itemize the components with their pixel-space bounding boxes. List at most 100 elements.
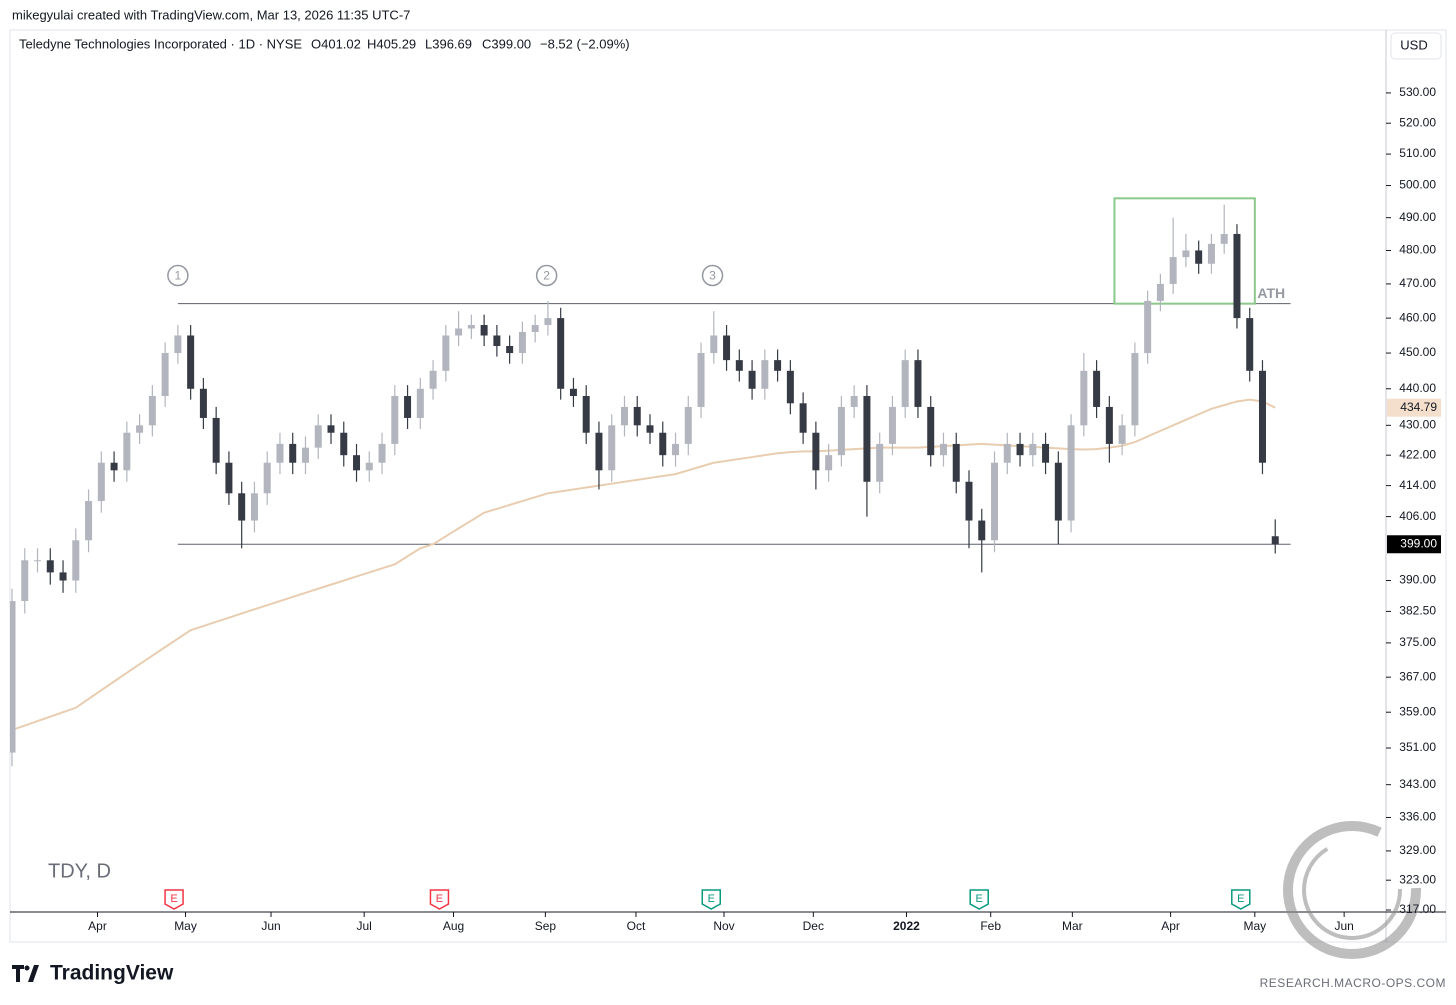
y-tick-label: 450.00 (1399, 345, 1436, 359)
candle-body (786, 370, 794, 404)
marker-circle (535, 264, 558, 287)
candle-body (710, 335, 718, 354)
y-tick-label: 367.00 (1399, 669, 1436, 683)
y-tick-label: 375.00 (1399, 635, 1436, 649)
y-tick-label: 500.00 (1399, 178, 1436, 192)
instrument: Teledyne Technologies Incorporated · 1D … (19, 36, 302, 51)
candle-body (391, 396, 399, 444)
y-tick-label: 510.00 (1399, 146, 1436, 160)
candle-body (378, 443, 386, 463)
x-tick-label: Oct (627, 919, 646, 933)
price-tag-label: 399.00 (1400, 536, 1437, 550)
y-tick-label: 520.00 (1399, 115, 1436, 129)
x-tick-label: May (174, 919, 197, 933)
brand-logo (12, 965, 39, 982)
y-tick-label: 382.50 (1399, 604, 1436, 618)
earnings-marker (164, 889, 184, 910)
price-tag-label: 434.79 (1400, 400, 1437, 414)
earnings-label: E (708, 893, 715, 905)
ohlc-high: H405.29 (367, 36, 416, 51)
candle-body (340, 432, 348, 456)
candle-body (225, 462, 233, 494)
candle-body (46, 560, 54, 573)
candle-body (480, 325, 488, 336)
candle-body (939, 443, 947, 456)
change: −8.52 (−2.09%) (540, 36, 630, 51)
candle-body (1105, 406, 1113, 444)
candle-body (888, 406, 896, 444)
candle-body (365, 462, 373, 471)
ohlc-low: L396.69 (425, 36, 472, 51)
candle-body (1195, 250, 1203, 264)
x-tick-label: Aug (443, 919, 464, 933)
y-tick-label: 323.00 (1399, 872, 1436, 886)
x-tick-label: Jun (261, 919, 280, 933)
candle-body (1118, 425, 1126, 444)
candle-body (735, 360, 743, 371)
moving-average (11, 398, 1276, 731)
candle-body (34, 560, 42, 562)
candle-body (1207, 243, 1215, 264)
candle-body (289, 443, 297, 463)
candle-body (110, 462, 118, 471)
ohlc-open: O401.02 (311, 36, 361, 51)
candle-body (876, 443, 884, 482)
y-tick-label: 480.00 (1399, 243, 1436, 257)
candle-body (697, 353, 705, 407)
candle-body (276, 443, 284, 463)
candle-body (136, 425, 144, 433)
candle-body (1042, 443, 1050, 463)
candle-body (723, 335, 731, 361)
candle-body (774, 360, 782, 371)
y-tick-label: 329.00 (1399, 843, 1436, 857)
y-tick-label: 343.00 (1399, 777, 1436, 791)
candle-body (353, 455, 361, 471)
y-tick-label: 460.00 (1399, 310, 1436, 324)
frame (9, 29, 1447, 943)
candle-body (187, 335, 195, 389)
candle-body (1144, 300, 1152, 354)
candle-body (799, 403, 807, 433)
candle-body (620, 406, 628, 426)
candle-body (148, 396, 156, 426)
candle-body (531, 325, 539, 332)
candle-body (659, 432, 667, 456)
candle-body (825, 455, 833, 471)
earnings-label: E (436, 893, 443, 905)
candle-body (174, 335, 182, 354)
candle-body (748, 370, 756, 389)
y-tick-label: 351.00 (1399, 740, 1436, 754)
candle-body (85, 501, 93, 541)
candle-body (212, 417, 220, 463)
highlight-box (1113, 197, 1256, 305)
marker-circle (701, 264, 724, 287)
candle-body (1233, 233, 1241, 319)
y-tick-label: 430.00 (1399, 417, 1436, 431)
candle-body (250, 493, 258, 521)
x-tick-label: Nov (713, 919, 734, 933)
candle-body (442, 335, 450, 371)
candle-body (314, 425, 322, 448)
currency-box[interactable] (1390, 32, 1442, 60)
candle-body (72, 540, 80, 581)
x-tick-label: Mar (1062, 919, 1083, 933)
candle-body (1182, 250, 1190, 258)
candle-body (199, 388, 207, 418)
candle-body (238, 493, 246, 521)
x-tick-label: Dec (803, 919, 824, 933)
candle-body (455, 328, 463, 336)
candle-body (991, 462, 999, 541)
y-tick-label: 336.00 (1399, 810, 1436, 824)
candle-body (21, 560, 29, 602)
candle-body (1054, 462, 1062, 521)
candle-body (1131, 353, 1139, 426)
earnings-marker (1231, 889, 1251, 910)
candle-body (978, 520, 986, 541)
x-tick-label: Jun (1334, 919, 1353, 933)
candle-body (1067, 425, 1075, 521)
y-tick-label: 390.00 (1399, 573, 1436, 587)
x-tick-label: 2022 (893, 919, 920, 933)
x-tick-label: Apr (1161, 919, 1180, 933)
candle-body (837, 406, 845, 456)
